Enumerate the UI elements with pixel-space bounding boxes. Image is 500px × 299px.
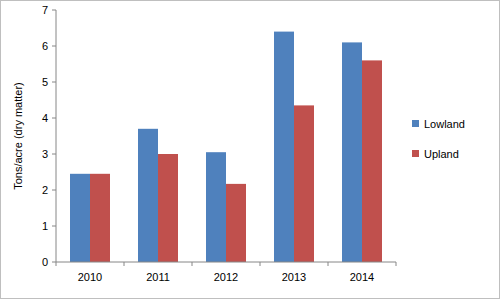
y-tick — [52, 10, 56, 11]
legend-label: Upland — [424, 148, 459, 160]
y-tick-label: 2 — [42, 184, 48, 196]
chart-border — [1, 1, 500, 299]
y-tick-label: 5 — [42, 76, 48, 88]
legend-label: Lowland — [424, 118, 465, 130]
chart: 0 1 2 3 4 5 6 7 Tons/acre (dry matter) 2010 2011 20… — [0, 0, 500, 299]
y-tick — [52, 154, 56, 155]
y-axis — [56, 10, 57, 262]
x-tick — [124, 262, 125, 266]
x-tick — [192, 262, 193, 266]
bar — [206, 152, 226, 262]
y-tick-label: 0 — [42, 256, 48, 268]
y-tick-label: 1 — [42, 220, 48, 232]
x-tick-label: 2010 — [78, 271, 102, 283]
x-tick-label: 2014 — [350, 271, 374, 283]
x-tick — [328, 262, 329, 266]
y-tick-label: 4 — [42, 112, 48, 124]
y-tick — [52, 46, 56, 47]
x-tick — [56, 262, 57, 266]
bar — [362, 60, 382, 262]
bar — [70, 174, 90, 262]
x-tick-label: 2011 — [146, 271, 170, 283]
y-axis-label: Tons/acre (dry matter) — [12, 82, 24, 190]
y-tick — [52, 262, 56, 263]
bar — [90, 174, 110, 262]
legend-swatch — [412, 150, 419, 157]
bar — [342, 42, 362, 262]
x-tick-label: 2013 — [282, 271, 306, 283]
y-tick — [52, 226, 56, 227]
bars — [70, 32, 382, 262]
bar — [294, 105, 314, 262]
x-tick-label: 2012 — [214, 271, 238, 283]
x-tick — [260, 262, 261, 266]
bar — [274, 32, 294, 262]
y-tick — [52, 82, 56, 83]
bar — [158, 154, 178, 262]
bar — [138, 129, 158, 262]
y-tick-label: 3 — [42, 148, 48, 160]
y-tick-label: 6 — [42, 40, 48, 52]
legend-swatch — [412, 120, 419, 127]
y-tick-label: 7 — [42, 4, 48, 16]
y-tick — [52, 118, 56, 119]
bar — [226, 184, 246, 262]
x-tick — [396, 262, 397, 266]
y-tick — [52, 190, 56, 191]
x-axis — [56, 262, 396, 263]
